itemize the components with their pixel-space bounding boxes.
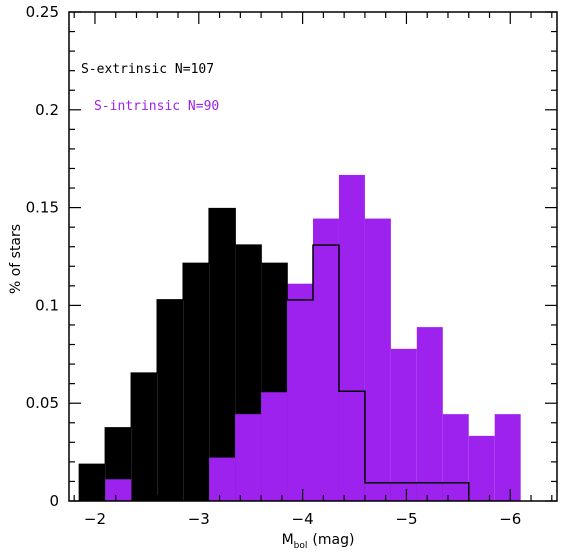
bar-intrinsic-12 (494, 414, 521, 501)
bar-intrinsic-1 (209, 457, 236, 501)
x-tick-label: −5 (395, 510, 417, 528)
bar-extrinsic-4 (183, 263, 210, 501)
extrinsic-outline (78, 207, 470, 501)
bar-intrinsic-9 (416, 327, 443, 501)
x-axis-title-sub: bol (294, 541, 308, 551)
bar-extrinsic-2 (131, 373, 158, 501)
axis-ticks (69, 11, 557, 502)
x-axis-title-main: M (282, 532, 294, 548)
bar-extrinsic-0 (79, 464, 106, 501)
x-tick-label: −3 (188, 510, 210, 528)
bar-intrinsic-8 (390, 348, 417, 501)
bar-intrinsic-2 (235, 414, 262, 501)
y-tick-label: 0.25 (26, 3, 59, 21)
x-axis-title-unit: (mag) (312, 532, 354, 548)
bar-intrinsic-10 (442, 414, 469, 501)
bar-intrinsic-0 (105, 479, 132, 501)
y-tick-label: 0.05 (26, 394, 59, 412)
legend-extrinsic: S-extrinsic N=107 (81, 62, 214, 77)
y-tick-label: 0.1 (35, 296, 59, 314)
bar-intrinsic-7 (364, 218, 391, 502)
bar-intrinsic-11 (468, 435, 495, 501)
y-axis-title: % of stars (8, 224, 24, 294)
plot-frame (68, 11, 558, 502)
x-axis-title: Mbol (mag) (282, 532, 355, 551)
legend-intrinsic: S-intrinsic N=90 (94, 99, 219, 114)
bar-intrinsic-4 (287, 283, 313, 501)
y-tick-label: 0.2 (35, 101, 59, 119)
bar-intrinsic-5 (313, 218, 339, 502)
y-tick-labels: 0 0.05 0.1 0.15 0.2 0.25 (26, 3, 59, 510)
x-tick-label: −2 (84, 510, 106, 528)
intrinsic-bars (105, 174, 521, 502)
x-tick-labels: −2 −3 −4 −5 −6 (84, 510, 521, 528)
x-tick-label: −4 (292, 510, 314, 528)
bar-intrinsic-6 (338, 174, 365, 501)
bar-intrinsic-3 (261, 392, 288, 501)
bar-extrinsic-3 (157, 299, 184, 501)
bar-extrinsic-5 (209, 208, 236, 501)
y-tick-label: 0.15 (26, 199, 59, 217)
x-tick-label: −6 (499, 510, 521, 528)
y-tick-label: 0 (49, 492, 59, 510)
